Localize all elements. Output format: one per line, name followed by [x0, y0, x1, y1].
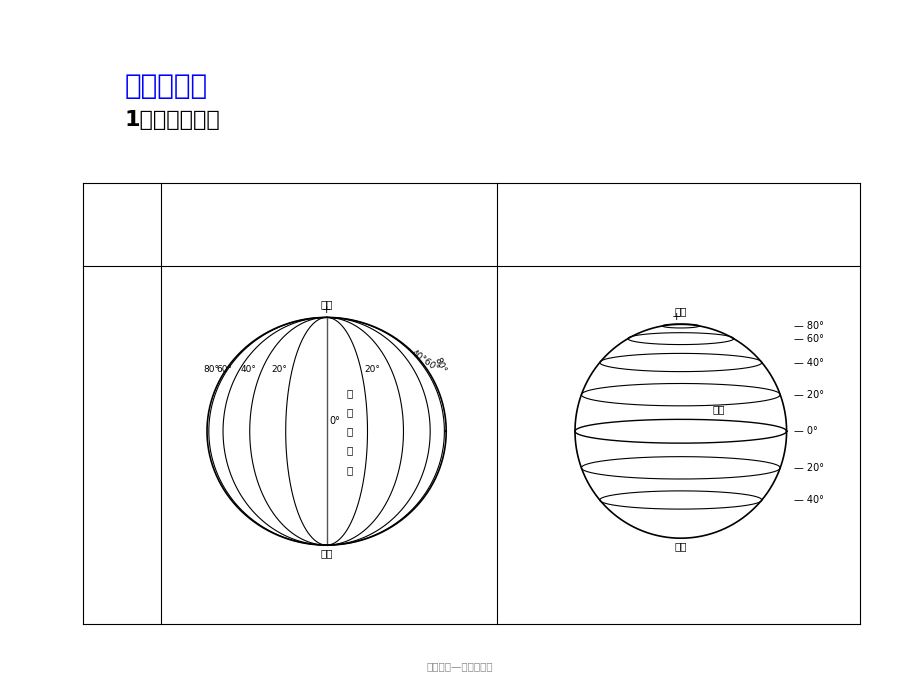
Text: 赤道: 赤道 — [711, 404, 724, 414]
Text: 0°: 0° — [329, 416, 340, 426]
Text: — 60°: — 60° — [793, 334, 823, 344]
Text: 20°: 20° — [364, 365, 380, 375]
Text: — 40°: — 40° — [793, 357, 823, 368]
Text: 南极: 南极 — [320, 549, 333, 558]
Text: 1．纬线和经线: 1．纬线和经线 — [124, 110, 220, 130]
Text: 本: 本 — [346, 388, 353, 398]
Text: — 20°: — 20° — [793, 463, 823, 473]
Text: 子: 子 — [346, 426, 353, 436]
Text: 80°: 80° — [432, 356, 447, 375]
Text: 线: 线 — [346, 465, 353, 475]
Text: +: + — [671, 313, 680, 322]
Text: 20°: 20° — [271, 365, 288, 375]
Text: +: + — [322, 306, 331, 315]
Text: 40°60°: 40°60° — [409, 348, 440, 375]
Text: 60°: 60° — [216, 365, 233, 375]
Text: — 80°: — 80° — [793, 321, 823, 331]
Text: 北极: 北极 — [674, 306, 686, 316]
Text: 北极: 北极 — [320, 299, 333, 309]
Text: 区域地理—地球与地图: 区域地理—地球与地图 — [426, 661, 493, 671]
Text: 南极: 南极 — [674, 542, 686, 551]
Text: 初: 初 — [346, 408, 353, 417]
Text: — 0°: — 0° — [793, 426, 817, 436]
Text: 三、经纬网: 三、经纬网 — [124, 72, 207, 101]
Text: — 40°: — 40° — [793, 495, 823, 505]
Text: 午: 午 — [346, 446, 353, 455]
Text: 40°: 40° — [240, 365, 255, 375]
Text: 80°: 80° — [204, 365, 220, 375]
Text: — 20°: — 20° — [793, 390, 823, 400]
